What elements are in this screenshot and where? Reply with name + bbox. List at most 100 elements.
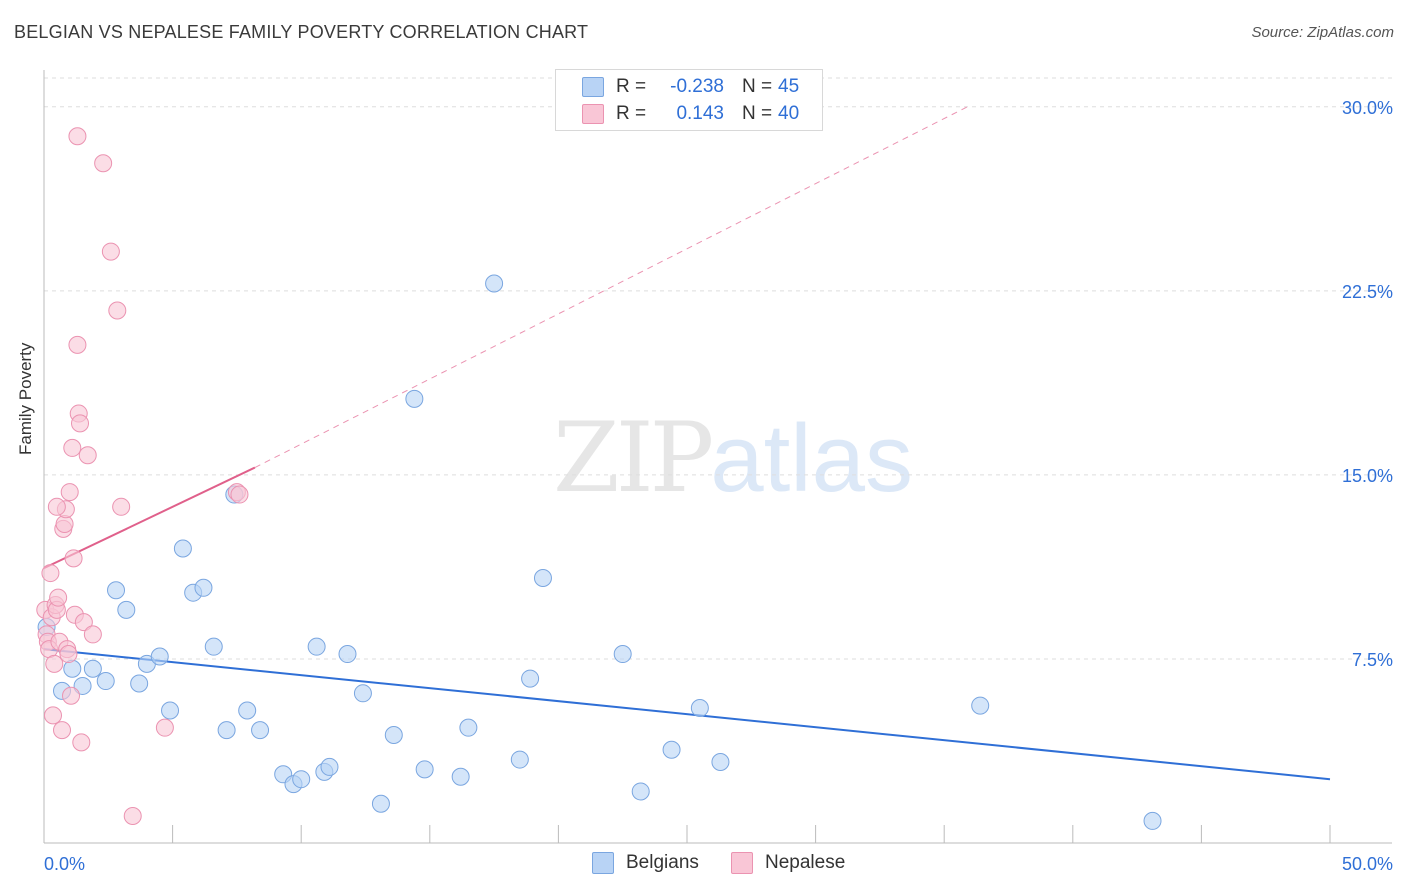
nepalese-point <box>123 807 142 826</box>
source-label: Source: ZipAtlas.com <box>1251 24 1394 41</box>
belgians-trend-line <box>43 648 1331 781</box>
belgians-point <box>971 696 990 715</box>
belgians-point <box>1143 811 1162 830</box>
legend-n-label: N = <box>742 76 773 97</box>
belgians-point <box>631 782 650 801</box>
belgians-point <box>320 757 339 776</box>
x-tick-label: 50.0% <box>1342 854 1393 874</box>
legend-swatch-nepalese <box>582 104 604 124</box>
belgians-point <box>662 740 681 759</box>
belgians-point <box>711 753 730 772</box>
watermark-zip: ZIP <box>553 402 714 514</box>
belgians-point <box>107 581 126 600</box>
nepalese-point <box>63 438 82 457</box>
legend-item-belgians[interactable]: Belgians <box>592 852 699 874</box>
nepalese-point <box>155 718 174 737</box>
belgians-point <box>238 701 257 720</box>
belgians-point <box>415 760 434 779</box>
legend-swatch-belgians <box>592 852 614 874</box>
belgians-point <box>533 568 552 587</box>
legend-r-value: 0.143 <box>676 103 724 124</box>
watermark-atlas: atlas <box>710 405 913 512</box>
axes <box>43 70 1392 844</box>
legend-swatch-nepalese <box>731 852 753 874</box>
belgians-point <box>690 699 709 718</box>
belgians-point <box>96 672 115 691</box>
legend-n-value: 45 <box>778 76 800 97</box>
legend-r-label: R = <box>616 103 647 124</box>
watermark: ZIPatlas <box>553 402 913 514</box>
nepalese-point <box>49 588 68 607</box>
nepalese-point <box>68 335 87 354</box>
trend-lines <box>43 106 1331 781</box>
nepalese-point <box>47 497 66 516</box>
nepalese-point <box>44 706 63 725</box>
belgians-point <box>117 600 136 619</box>
nepalese-point <box>94 154 113 173</box>
belgians-point <box>353 684 372 703</box>
belgians-point <box>510 750 529 769</box>
belgians-point <box>338 645 357 664</box>
belgians-point <box>204 637 223 656</box>
legend-label-nepalese: Nepalese <box>765 852 846 873</box>
belgians-point <box>161 701 180 720</box>
belgians-point <box>485 274 504 293</box>
nepalese-point <box>68 127 87 146</box>
nepalese-point <box>41 564 60 583</box>
belgians-point <box>251 721 270 740</box>
belgians-point <box>613 645 632 664</box>
belgians-point <box>83 659 102 678</box>
nepalese-point <box>64 549 83 568</box>
legend-r-value: -0.238 <box>670 76 724 97</box>
belgians-point <box>371 794 390 813</box>
nepalese-point <box>72 733 91 752</box>
nepalese-point <box>53 721 72 740</box>
belgians-point <box>217 721 236 740</box>
legend-r-label: R = <box>616 76 647 97</box>
legend-label-belgians: Belgians <box>626 852 699 873</box>
belgians-point <box>451 767 470 786</box>
nepalese-point <box>62 686 81 705</box>
belgians-point <box>130 674 149 693</box>
nepalese-point <box>83 625 102 644</box>
legend-n-label: N = <box>742 103 773 124</box>
chart-title: BELGIAN VS NEPALESE FAMILY POVERTY CORRE… <box>14 22 589 42</box>
grid-lines <box>44 77 1392 660</box>
nepalese-point <box>230 485 249 504</box>
y-axis-label: Family Poverty <box>16 342 35 455</box>
y-tick-label: 7.5% <box>1352 650 1393 670</box>
data-points <box>36 127 1162 830</box>
x-tick-label: 0.0% <box>44 854 85 874</box>
stats-legend: R = -0.238 N = 45 R = 0.143 N = 40 <box>555 69 823 131</box>
belgians-point <box>521 669 540 688</box>
y-tick-label: 22.5% <box>1342 282 1393 302</box>
belgians-point <box>384 726 403 745</box>
nepalese-point <box>101 242 120 261</box>
nepalese-point <box>60 483 79 502</box>
belgians-point <box>63 659 82 678</box>
tick-labels: 7.5% 15.0% 22.5% 30.0% 0.0% 50.0% <box>44 98 1393 874</box>
nepalese-point <box>71 414 90 433</box>
belgians-point <box>150 647 169 666</box>
belgians-point <box>292 770 311 789</box>
legend-row-belgians: R = -0.238 N = 45 <box>582 75 799 99</box>
belgians-point <box>405 389 424 408</box>
nepalese-trend-extension <box>254 106 968 468</box>
belgians-point <box>307 637 326 656</box>
belgians-point <box>459 718 478 737</box>
belgians-point <box>194 578 213 597</box>
belgians-point <box>73 676 92 695</box>
legend-item-nepalese[interactable]: Nepalese <box>731 852 845 874</box>
nepalese-point <box>78 446 97 465</box>
belgians-point <box>173 539 192 558</box>
y-tick-label: 30.0% <box>1342 98 1393 118</box>
nepalese-point <box>108 301 127 320</box>
nepalese-point <box>59 645 78 664</box>
nepalese-point <box>45 654 64 673</box>
y-tick-label: 15.0% <box>1342 466 1393 486</box>
nepalese-point <box>112 497 131 516</box>
legend-swatch-belgians <box>582 77 604 97</box>
nepalese-point <box>74 613 93 632</box>
legend-row-nepalese: R = 0.143 N = 40 <box>582 102 799 126</box>
